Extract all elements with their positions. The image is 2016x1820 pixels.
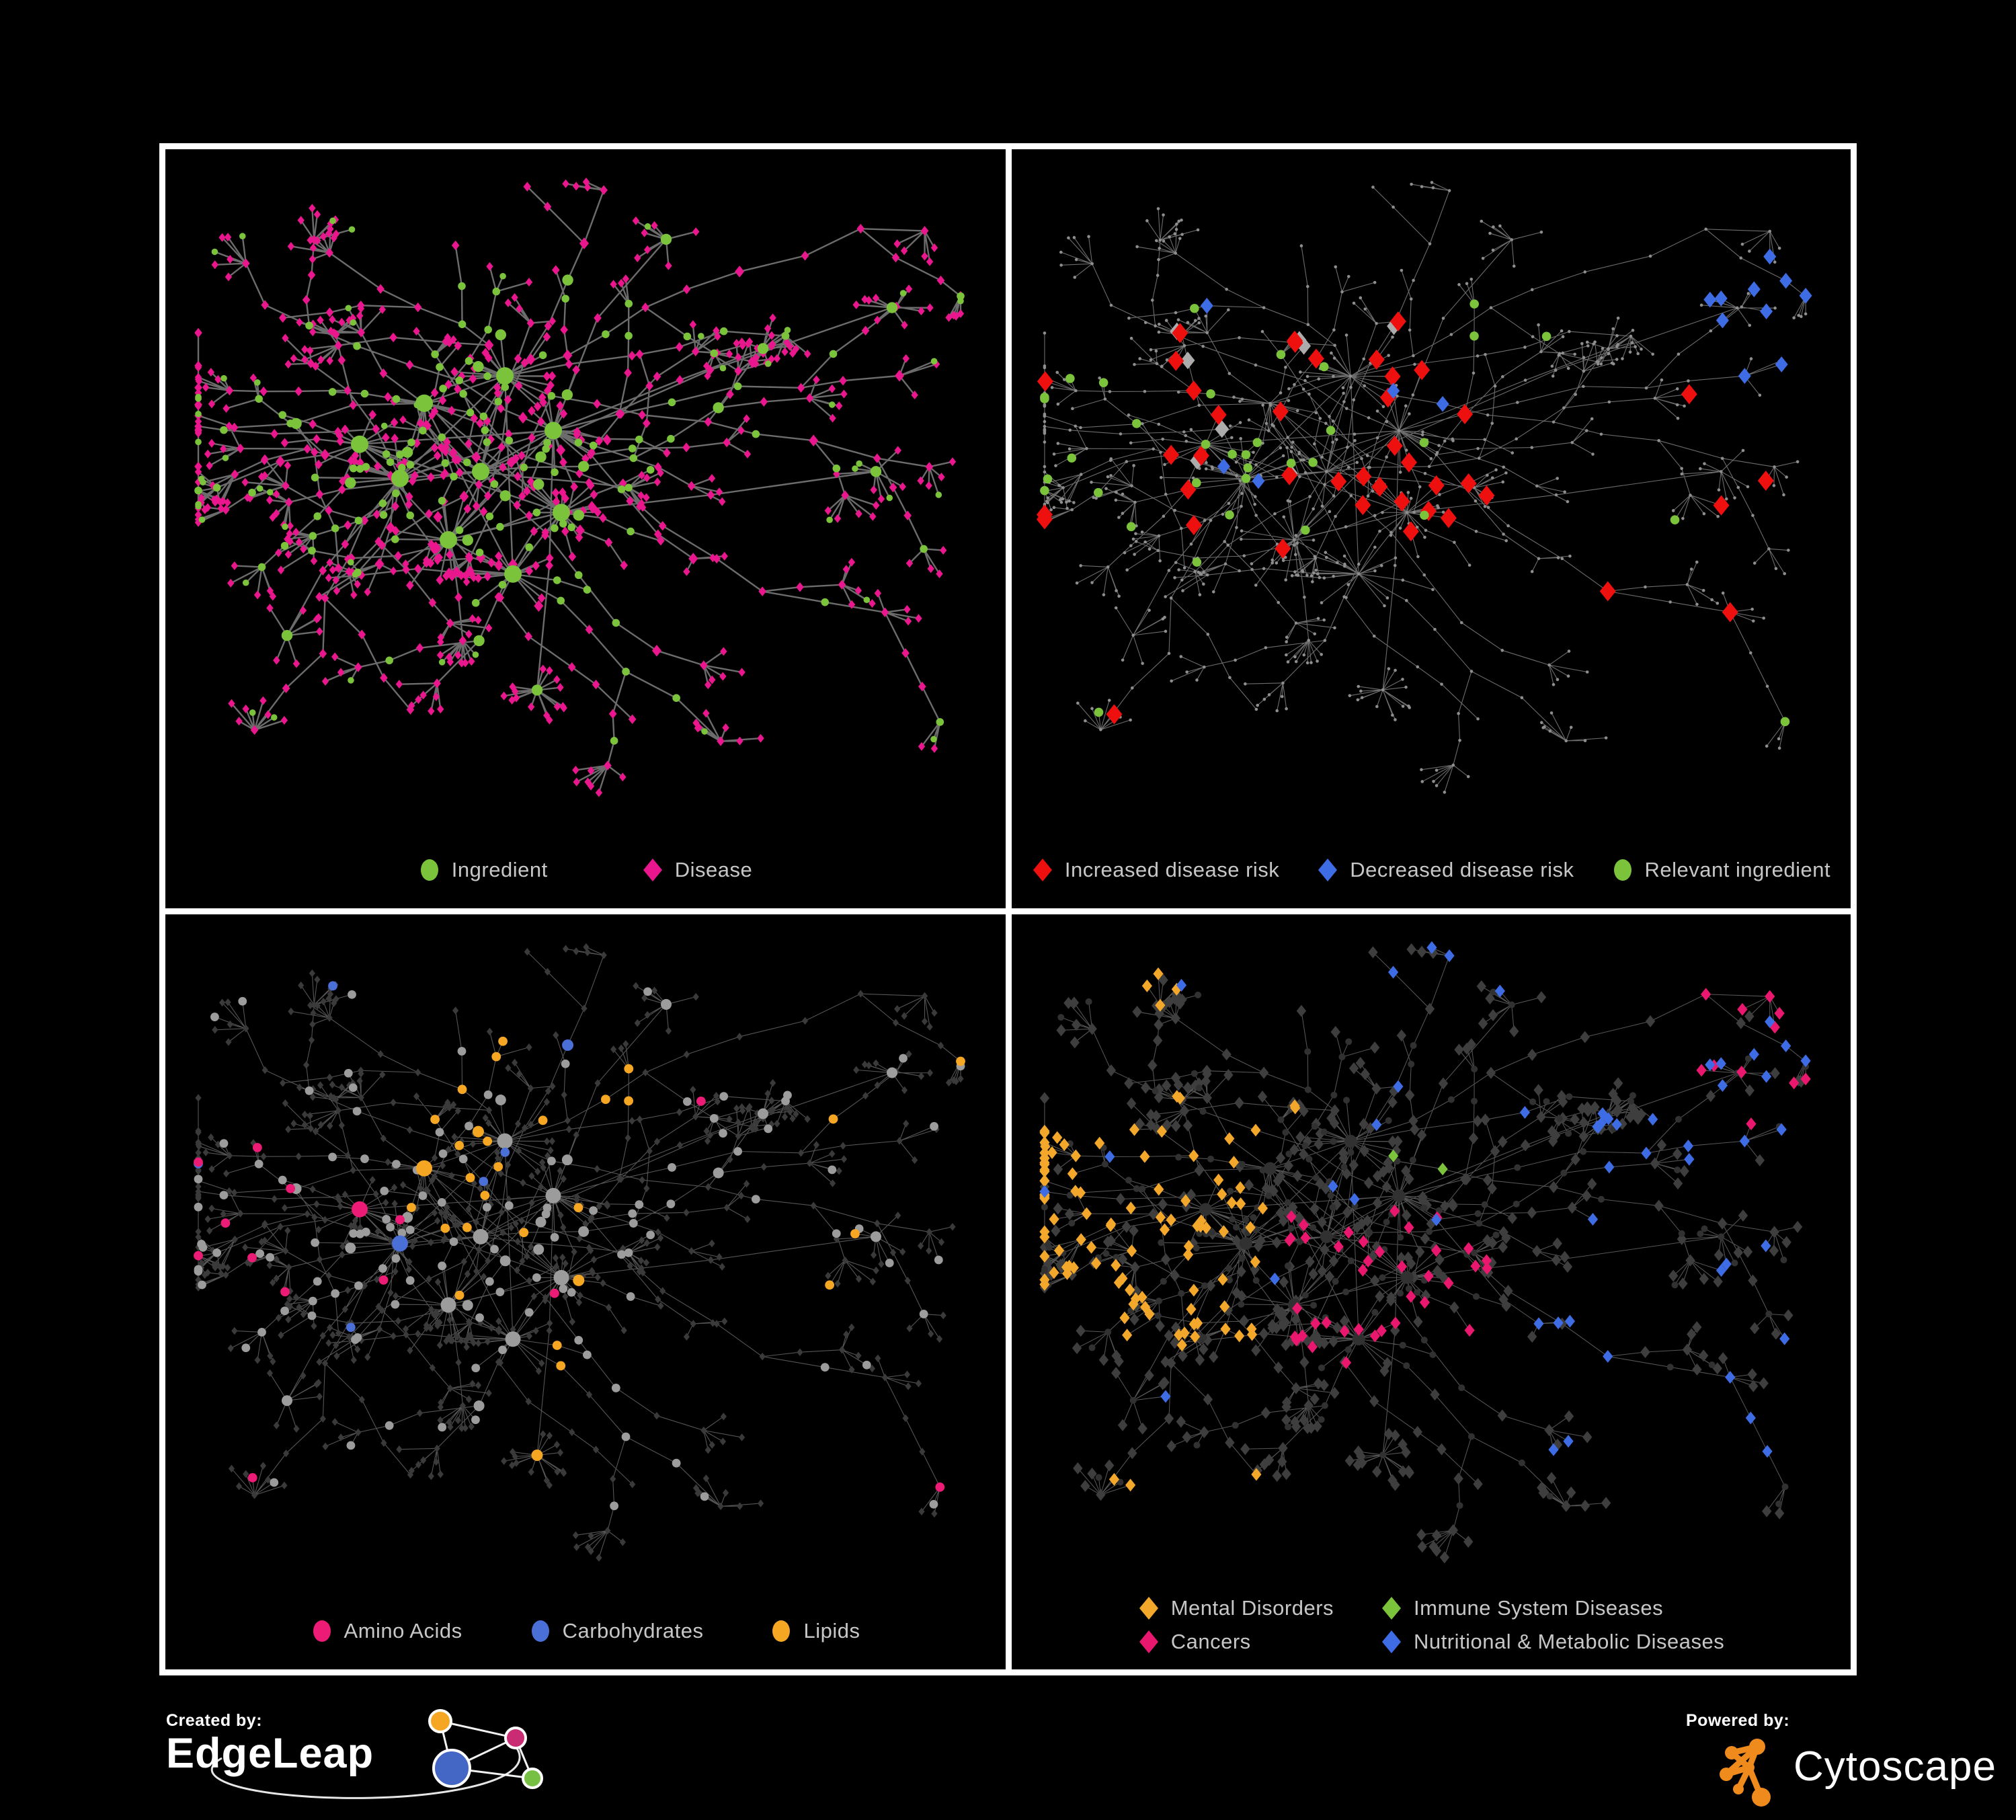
legend-label-carbohydrates: Carbohydrates: [562, 1619, 704, 1643]
increased-risk-diamond-icon: [1033, 859, 1052, 881]
legend-item-decreased-risk: Decreased disease risk: [1317, 857, 1574, 883]
immune-system-diseases-diamond-icon: [1382, 1597, 1402, 1620]
legend-label-amino-acids: Amino Acids: [344, 1619, 462, 1643]
cytoscape-brand-text: Cytoscape: [1793, 1743, 1997, 1790]
legend-disease-risk: Increased disease risk Decreased disease…: [1012, 857, 1851, 883]
legend-ingredient-disease: Ingredient Disease: [165, 857, 1006, 883]
legend-label-mental-disorders: Mental Disorders: [1170, 1596, 1334, 1620]
legend-item-relevant-ingredient: Relevant ingredient: [1612, 857, 1831, 883]
legend-item-immune-system-diseases: Immune System Diseases: [1381, 1595, 1724, 1621]
ingredient-circle-icon: [420, 859, 438, 881]
cancers-diamond-icon: [1139, 1630, 1158, 1653]
lipids-circle-icon: [772, 1620, 791, 1642]
disease-classes-network-graph: [1039, 941, 1811, 1564]
created-by-label: Created by:: [166, 1711, 263, 1730]
legend-item-lipids: Lipids: [770, 1618, 860, 1644]
panel-disease-risk-network: Increased disease risk Decreased disease…: [1006, 143, 1857, 914]
legend-item-mental-disorders: Mental Disorders: [1138, 1595, 1334, 1621]
ingredient-classes-network-graph: [194, 943, 965, 1562]
disease-risk-network-graph: [1036, 181, 1812, 794]
legend-item-nutritional-metabolic-diseases: Nutritional & Metabolic Diseases: [1381, 1629, 1724, 1655]
legend-item-carbohydrates: Carbohydrates: [530, 1618, 704, 1644]
ingredient-disease-network-graph: [194, 177, 965, 797]
legend-label-disease: Disease: [674, 858, 753, 881]
legend-item-ingredient: Ingredient: [419, 857, 548, 883]
amino-acids-circle-icon: [313, 1620, 331, 1642]
nutritional-metabolic-diseases-diamond-icon: [1382, 1630, 1402, 1653]
legend-item-cancers: Cancers: [1138, 1629, 1334, 1655]
decreased-risk-diamond-icon: [1318, 859, 1338, 881]
legend-label-cancers: Cancers: [1170, 1630, 1251, 1653]
legend-label-nutritional-metabolic-diseases: Nutritional & Metabolic Diseases: [1414, 1630, 1725, 1653]
powered-by-label: Powered by:: [1686, 1711, 1790, 1730]
disease-diamond-icon: [643, 859, 662, 881]
panel-disease-classes-network: Mental Disorders Immune System Diseases …: [1006, 908, 1857, 1675]
legend-item-disease: Disease: [642, 857, 753, 883]
relevant-ingredient-circle-icon: [1613, 859, 1631, 881]
carbohydrates-circle-icon: [531, 1620, 549, 1642]
legend-item-increased-risk: Increased disease risk: [1032, 857, 1279, 883]
edgeleap-brand-text: EdgeLeap: [166, 1730, 374, 1777]
legend-label-decreased-risk: Decreased disease risk: [1350, 858, 1574, 881]
legend-label-lipids: Lipids: [803, 1619, 860, 1643]
panel-ingredient-classes-network: Amino Acids Carbohydrates Lipids: [159, 908, 1012, 1675]
cytoscape-icon: [1720, 1739, 1771, 1807]
panel-ingredient-disease-network: Ingredient Disease: [159, 143, 1012, 914]
legend-label-immune-system-diseases: Immune System Diseases: [1414, 1596, 1664, 1620]
legend-label-increased-risk: Increased disease risk: [1064, 858, 1280, 881]
mental-disorders-diamond-icon: [1139, 1597, 1158, 1620]
legend-ingredient-classes: Amino Acids Carbohydrates Lipids: [165, 1618, 1006, 1644]
legend-item-amino-acids: Amino Acids: [311, 1618, 462, 1644]
legend-label-relevant-ingredient: Relevant ingredient: [1644, 858, 1831, 881]
legend-label-ingredient: Ingredient: [451, 858, 548, 881]
legend-disease-classes: Mental Disorders Immune System Diseases …: [1012, 1595, 1851, 1655]
